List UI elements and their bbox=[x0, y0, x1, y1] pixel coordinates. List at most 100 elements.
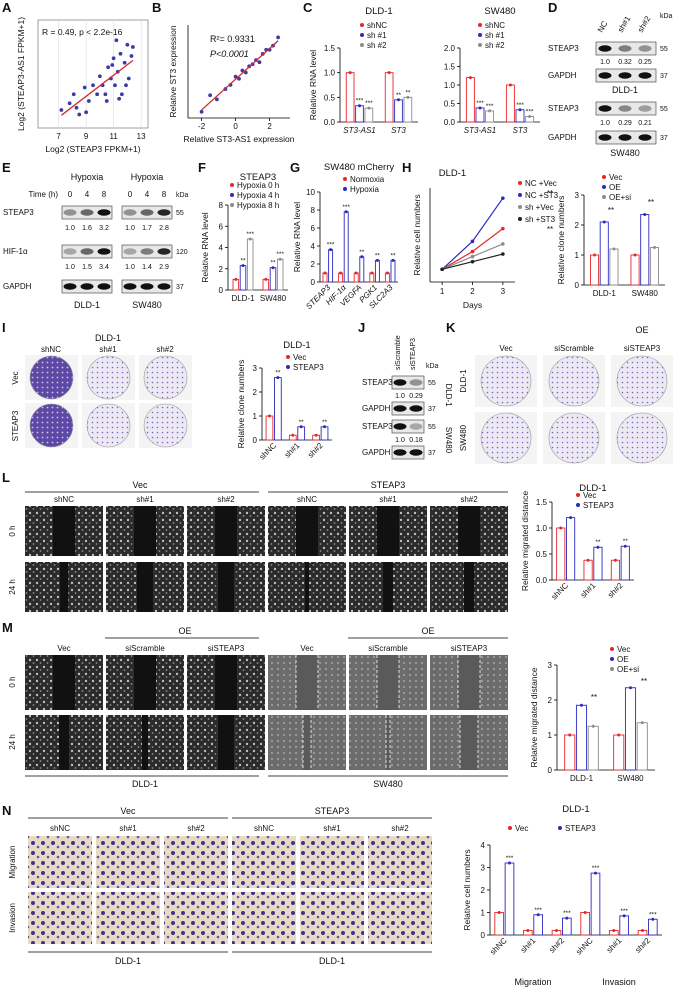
band bbox=[598, 72, 612, 79]
legend-label: OE bbox=[617, 655, 629, 664]
bar-point bbox=[329, 248, 333, 252]
y-axis-label: Relative RNA level bbox=[308, 50, 318, 121]
y-axis-label: Log2 (STEAP3-AS1 FPKM+1) bbox=[16, 17, 26, 131]
wound-gap bbox=[303, 715, 311, 770]
bar-point bbox=[629, 686, 632, 690]
panel-label: kDa bbox=[426, 363, 439, 370]
dish bbox=[616, 412, 668, 464]
panel-label: GAPDH bbox=[548, 71, 577, 80]
panel-label: shNC bbox=[297, 495, 317, 504]
significance: *** bbox=[506, 855, 514, 862]
band bbox=[393, 449, 407, 456]
y-tick-label: 4 bbox=[311, 242, 316, 251]
panel-label: 1.7 bbox=[142, 225, 152, 232]
bar bbox=[590, 254, 600, 286]
panel-label: 1.0 bbox=[65, 264, 75, 271]
transwell-image bbox=[368, 836, 432, 888]
bar bbox=[232, 278, 240, 291]
bar bbox=[355, 105, 364, 123]
panel-letter: N bbox=[2, 803, 11, 818]
y-tick-label: 2 bbox=[253, 388, 258, 397]
panel-label: 1.5 bbox=[82, 264, 92, 271]
chart-title: STEAP3 bbox=[240, 172, 276, 183]
panel-label: 120 bbox=[176, 249, 188, 256]
plot-frame bbox=[37, 19, 149, 129]
panel-letter: E bbox=[2, 160, 11, 175]
point bbox=[95, 92, 100, 97]
bar-point bbox=[323, 271, 327, 275]
bar-point bbox=[264, 277, 268, 281]
y-tick-label: 8 bbox=[311, 206, 316, 215]
bar-point bbox=[391, 258, 395, 262]
band bbox=[393, 405, 407, 412]
annotation: ** bbox=[608, 206, 614, 215]
y-tick-label: 3 bbox=[548, 661, 553, 670]
legend-label: OE+si bbox=[609, 193, 631, 202]
bar bbox=[587, 725, 599, 771]
transwell-image bbox=[232, 892, 296, 944]
bar bbox=[624, 687, 637, 771]
bar bbox=[640, 214, 650, 286]
panel-label: sh#2 bbox=[217, 495, 235, 504]
point bbox=[199, 109, 204, 114]
significance: *** bbox=[526, 108, 534, 115]
legend-label: sh #1 bbox=[485, 31, 505, 40]
y-tick-label: 3 bbox=[575, 191, 580, 200]
y-axis-label: Relative clone numbers bbox=[236, 360, 246, 449]
panel-label: shNC bbox=[54, 495, 74, 504]
panel-label: 55 bbox=[660, 106, 668, 113]
x-tick-label: SW480 bbox=[632, 289, 659, 298]
significance: ** bbox=[240, 258, 246, 265]
y-tick-label: 1.0 bbox=[536, 524, 548, 533]
bar-point bbox=[488, 109, 492, 113]
bar-point bbox=[276, 376, 280, 380]
bar bbox=[394, 99, 403, 123]
legend-marker bbox=[230, 183, 234, 187]
panel-label: Vec bbox=[499, 344, 512, 353]
wound-gap bbox=[142, 715, 148, 770]
panel-letter: I bbox=[2, 320, 6, 335]
x-tick-label: 9 bbox=[84, 132, 89, 141]
panel-label: SW480 bbox=[610, 148, 640, 158]
y-axis-label: Relative RNA level bbox=[292, 202, 302, 273]
bar-point bbox=[583, 911, 587, 914]
bar-point bbox=[641, 929, 645, 932]
dish bbox=[480, 355, 532, 407]
panel-label: siSTEAP3 bbox=[624, 344, 661, 353]
point bbox=[470, 259, 475, 264]
bar-point bbox=[518, 108, 522, 112]
panel-label: DLD-1 bbox=[95, 333, 121, 343]
wound-gap bbox=[296, 506, 318, 556]
panel-letter: M bbox=[2, 620, 13, 635]
dish bbox=[480, 412, 532, 464]
point bbox=[470, 249, 475, 254]
panel-letter: L bbox=[2, 470, 10, 485]
point bbox=[119, 92, 124, 97]
x-axis-label: Log2 (STEAP3 FPKM+1) bbox=[45, 144, 140, 154]
bar bbox=[648, 918, 658, 936]
panel-label: 3.2 bbox=[99, 225, 109, 232]
band bbox=[409, 405, 423, 412]
legend-label: Vec bbox=[515, 824, 528, 833]
legend-marker bbox=[576, 493, 580, 497]
significance: ** bbox=[322, 419, 328, 426]
panel-label: 1.4 bbox=[142, 264, 152, 271]
panel-label: Vec bbox=[132, 480, 148, 490]
wound-gap bbox=[386, 715, 390, 770]
panel-label: shNC bbox=[254, 824, 274, 833]
y-axis-label: Relative clone numbers bbox=[556, 196, 566, 285]
panel-letter: H bbox=[402, 160, 411, 175]
panel-label: 3.4 bbox=[99, 264, 109, 271]
y-tick-label: 2 bbox=[548, 696, 553, 705]
panel-label: SW480 bbox=[373, 779, 403, 789]
legend-label: STEAP3 bbox=[583, 501, 614, 510]
band bbox=[618, 72, 632, 79]
bar-point bbox=[596, 545, 600, 549]
panel-label: 1.0 bbox=[395, 437, 405, 444]
bar-point bbox=[291, 433, 295, 437]
significance: *** bbox=[534, 907, 542, 914]
y-tick-label: 1 bbox=[481, 909, 486, 918]
point bbox=[114, 38, 119, 43]
bar-point bbox=[358, 104, 361, 108]
panel-label: OE bbox=[178, 626, 191, 636]
